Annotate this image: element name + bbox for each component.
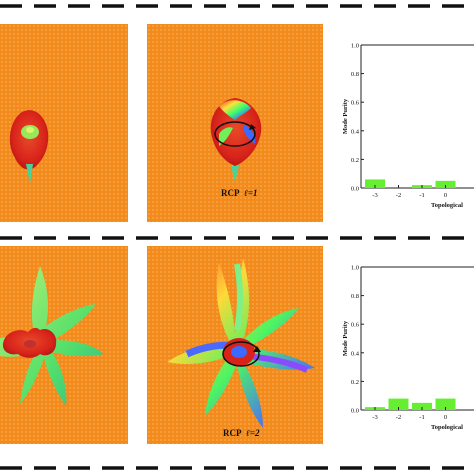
mode-purity-chart-row2: 0.0 0.2 0.4 0.6 0.8 1.0 Mode Purity -3 -2 -1 0 Topo… <box>340 262 474 442</box>
x-axis-label: Topological <box>431 202 463 209</box>
y-tick-label: 0.0 <box>351 408 359 415</box>
caption-row2-polarization: RCP <box>223 428 242 438</box>
y-tick-label: 0.8 <box>351 71 359 78</box>
x-tick-label--3: -3 <box>372 414 377 421</box>
y-axis-label: Mode Purity <box>342 98 349 134</box>
y-tick-label: 1.0 <box>351 43 359 50</box>
caption-row1-polarization: RCP <box>221 188 240 198</box>
y-tick-label: 0.6 <box>351 100 360 107</box>
bar--3 <box>365 179 385 188</box>
bar--1 <box>412 402 432 410</box>
middle-dashed-separator <box>0 236 474 240</box>
far-field-lobe-red <box>9 110 49 184</box>
top-dashed-separator <box>0 4 474 8</box>
y-tick-label: 1.0 <box>351 265 359 272</box>
far-field-panel-row1-right: RCP ℓ=1 <box>147 24 323 222</box>
y-tick-label: 0.2 <box>351 379 359 386</box>
x-tick-label--2: -2 <box>396 192 401 199</box>
mode-purity-chart-row1: 0.0 0.2 0.4 0.6 0.8 1.0 Mode Purity -3 -2 -1 0 Topo… <box>340 40 474 220</box>
x-tick-label-0: 0 <box>444 192 447 199</box>
x-tick-label--1: -1 <box>419 414 424 421</box>
y-tick-label: 0.0 <box>351 186 359 193</box>
y-tick-label: 0.4 <box>351 350 360 357</box>
caption-row1: RCP ℓ=1 <box>221 188 257 198</box>
far-field-panel-row1-left <box>0 24 128 222</box>
caption-row2: RCP ℓ=2 <box>223 428 259 438</box>
y-axis-label: Mode Purity <box>342 320 349 356</box>
bar--2 <box>388 398 409 410</box>
x-tick-label--3: -3 <box>372 192 377 199</box>
mode-purity-chart-row1-svg: 0.0 0.2 0.4 0.6 0.8 1.0 Mode Purity -3 -2 -1 0 Topo… <box>342 43 474 209</box>
bar-0 <box>435 180 456 188</box>
x-axis-label: Topological <box>431 424 463 431</box>
far-field-panel-row2-right: RCP ℓ=2 <box>147 246 323 444</box>
y-tick-label: 0.2 <box>351 157 359 164</box>
bottom-dashed-separator <box>0 466 474 470</box>
x-tick-label--2: -2 <box>396 414 401 421</box>
y-tick-label: 0.6 <box>351 322 360 329</box>
mode-purity-chart-row2-svg: 0.0 0.2 0.4 0.6 0.8 1.0 Mode Purity -3 -2 -1 0 Topo… <box>342 265 474 431</box>
y-tick-label: 0.8 <box>351 293 359 300</box>
bar-0 <box>435 398 456 410</box>
x-tick-label-0: 0 <box>444 414 447 421</box>
x-tick-label--1: -1 <box>419 192 424 199</box>
y-tick-label: 0.4 <box>351 128 360 135</box>
far-field-panel-row2-left <box>0 246 128 444</box>
caption-row1-ell: ℓ=1 <box>244 188 258 198</box>
caption-row2-ell: ℓ=2 <box>246 428 260 438</box>
